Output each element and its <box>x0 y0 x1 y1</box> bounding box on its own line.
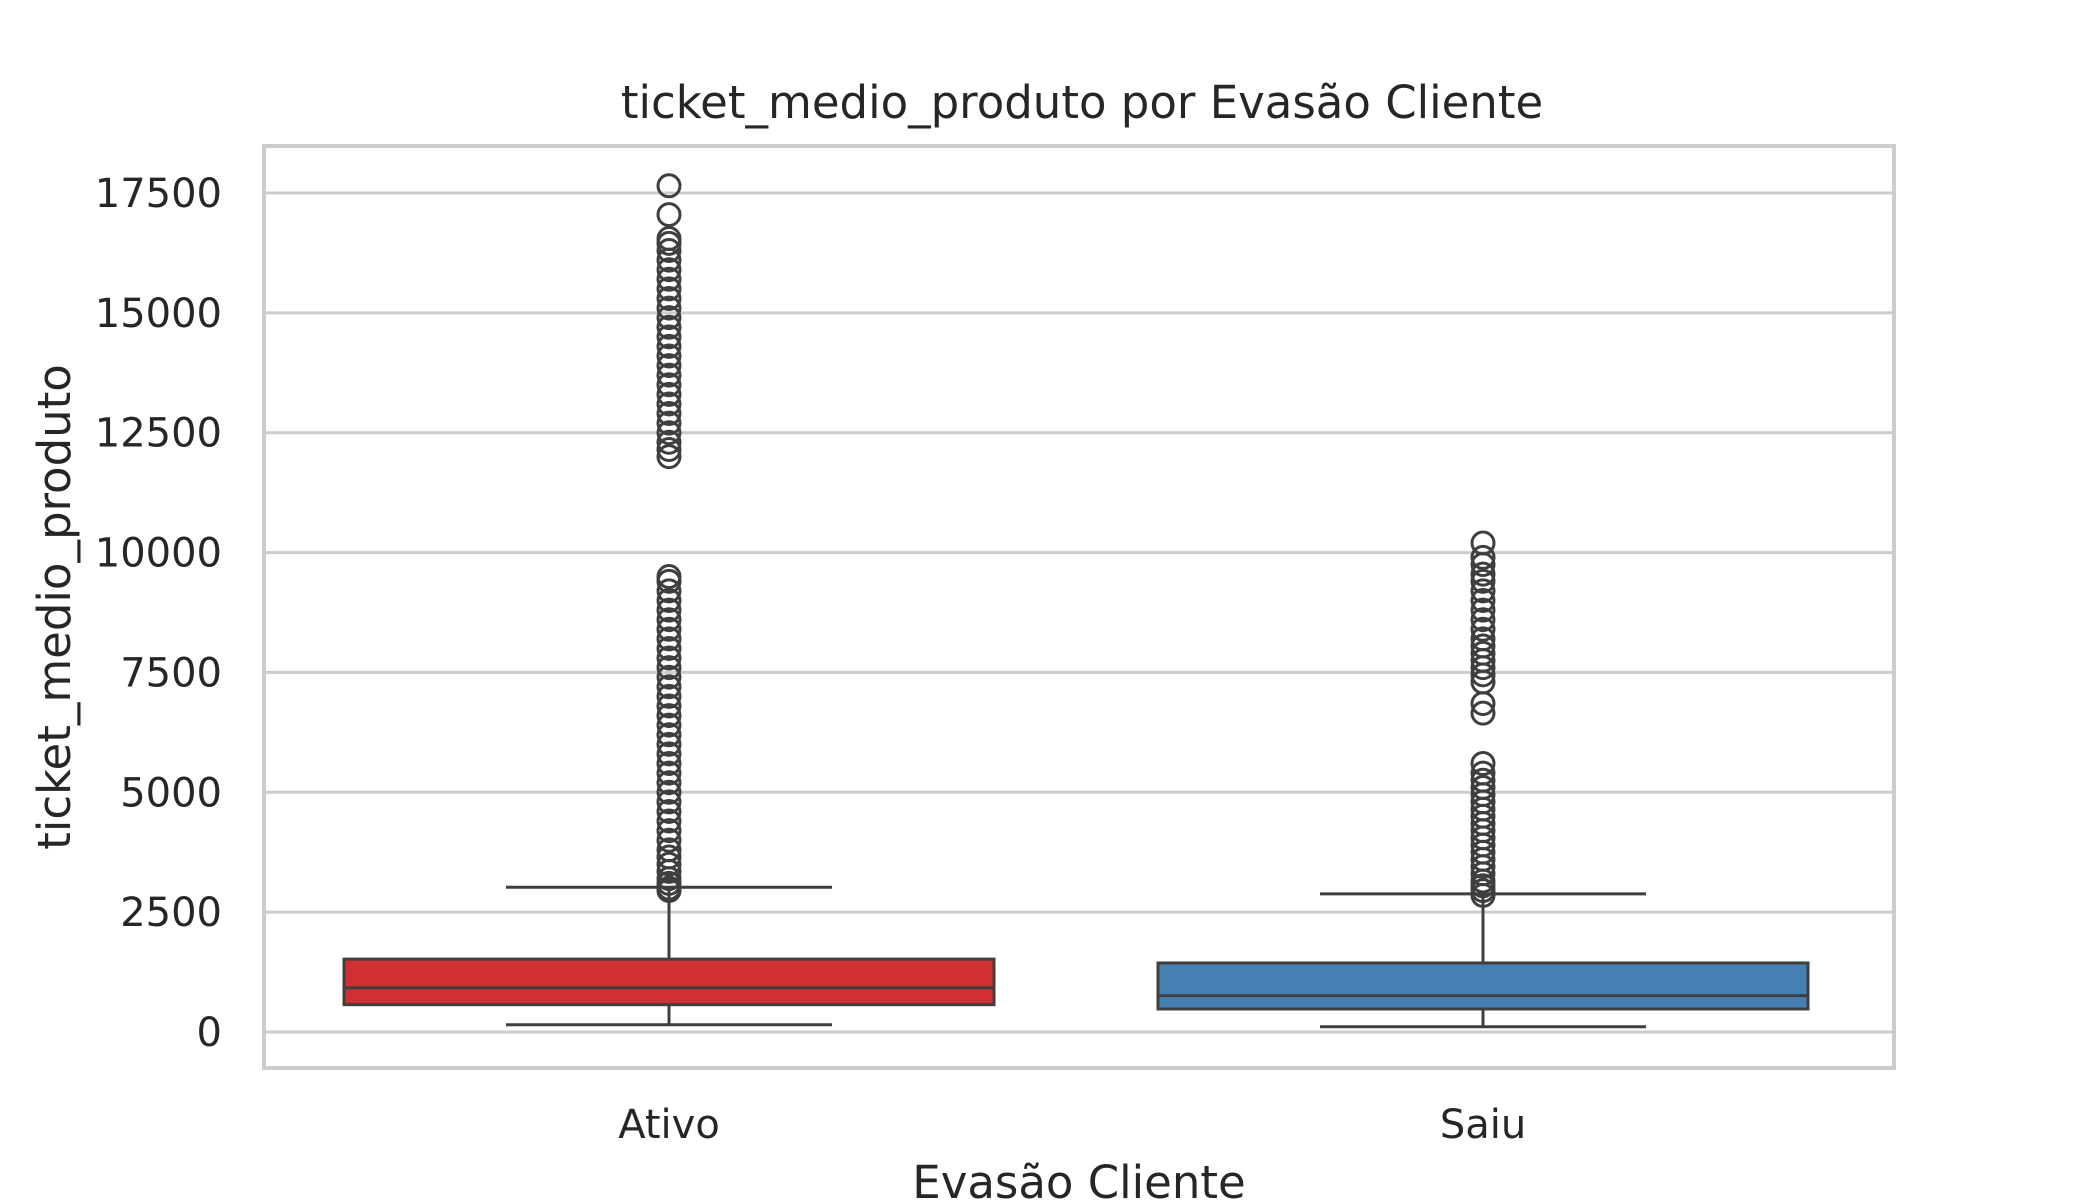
chart-title: ticket_medio_produto por Evasão Cliente <box>621 76 1543 129</box>
iqr-box <box>1156 961 1810 1011</box>
outlier-point <box>1470 774 1496 800</box>
plot-frame <box>262 144 1896 1070</box>
outlier-point <box>656 844 682 870</box>
outlier-point <box>656 436 682 462</box>
outlier-point <box>656 664 682 690</box>
outlier-point <box>656 741 682 767</box>
outlier-point <box>656 597 682 623</box>
outlier-point <box>656 173 682 199</box>
outlier-point <box>656 827 682 853</box>
outlier-point <box>656 420 682 446</box>
x-tick-label: Ativo <box>618 1102 720 1148</box>
y-tick-label: 15000 <box>95 291 222 337</box>
outlier-point <box>656 362 682 388</box>
iqr-box <box>342 957 996 1007</box>
outlier-point <box>1470 767 1496 793</box>
x-tick-labels: Ativo Saiu <box>618 1102 1526 1148</box>
outlier-point <box>656 314 682 340</box>
outlier-point <box>656 751 682 777</box>
outlier-point <box>656 607 682 633</box>
box-group-ativo <box>342 173 996 1027</box>
outlier-point <box>656 410 682 436</box>
outlier-point <box>656 655 682 681</box>
y-tick-label: 0 <box>197 1010 222 1056</box>
y-tick-label: 2500 <box>120 890 222 936</box>
outlier-point <box>656 588 682 614</box>
outlier-point <box>1470 700 1496 726</box>
outlier-point <box>1470 633 1496 659</box>
outlier-point <box>1470 751 1496 777</box>
outlier-point <box>656 674 682 700</box>
outlier-point <box>1470 578 1496 604</box>
outlier-point <box>656 635 682 661</box>
outlier-point <box>656 837 682 863</box>
outlier-point <box>656 789 682 815</box>
y-tick-label: 7500 <box>120 650 222 696</box>
x-tick-label: Saiu <box>1440 1102 1526 1148</box>
y-tick-labels: 0 2500 5000 7500 10000 12500 15000 17500 <box>95 171 222 1056</box>
outlier-point <box>656 779 682 805</box>
outlier-point <box>656 626 682 652</box>
y-tick-label: 10000 <box>95 531 222 577</box>
outlier-point <box>656 276 682 302</box>
outlier-point <box>1470 597 1496 623</box>
outlier-point <box>656 226 682 252</box>
outlier-point <box>656 693 682 719</box>
outlier-point <box>656 444 682 470</box>
outlier-point <box>1470 588 1496 614</box>
outlier-point <box>656 305 682 331</box>
outlier-point <box>1470 616 1496 642</box>
outlier-point <box>656 324 682 350</box>
outlier-point <box>656 564 682 590</box>
outlier-point <box>656 645 682 671</box>
outlier-point <box>656 391 682 417</box>
outlier-point <box>656 818 682 844</box>
outlier-point <box>1470 544 1496 570</box>
x-axis-label: Evasão Cliente <box>912 1156 1245 1200</box>
outlier-point <box>656 616 682 642</box>
outlier-point <box>656 381 682 407</box>
box-group-saiu <box>1156 530 1810 1029</box>
outlier-point <box>656 372 682 398</box>
outlier-point <box>656 429 682 455</box>
outlier-point <box>1470 561 1496 587</box>
outlier-point <box>656 266 682 292</box>
outlier-point <box>1470 607 1496 633</box>
outlier-point <box>656 722 682 748</box>
outlier-point <box>656 703 682 729</box>
outlier-point <box>1470 568 1496 594</box>
outlier-point <box>656 238 682 264</box>
boxes-layer <box>342 173 1810 1029</box>
outlier-point <box>656 808 682 834</box>
outlier-point <box>1470 530 1496 556</box>
outlier-point <box>656 770 682 796</box>
outlier-point <box>656 295 682 321</box>
y-axis-label: ticket_medio_produto <box>28 364 81 850</box>
outlier-point <box>656 285 682 311</box>
outlier-point <box>656 343 682 369</box>
outlier-point <box>656 851 682 877</box>
outlier-point <box>656 731 682 757</box>
y-tick-label: 5000 <box>120 770 222 816</box>
outlier-point <box>656 683 682 709</box>
y-tick-label: 17500 <box>95 171 222 217</box>
outlier-point <box>1470 626 1496 652</box>
outlier-point <box>656 578 682 604</box>
outlier-point <box>656 401 682 427</box>
gridlines <box>264 191 1894 1034</box>
outlier-point <box>656 760 682 786</box>
outlier-point <box>656 257 682 283</box>
outlier-point <box>656 333 682 359</box>
outlier-point <box>656 712 682 738</box>
outlier-point <box>1470 760 1496 786</box>
outlier-point <box>656 353 682 379</box>
outlier-point <box>656 798 682 824</box>
y-tick-label: 12500 <box>95 411 222 457</box>
outlier-point <box>1470 640 1496 666</box>
outlier-point <box>656 202 682 228</box>
